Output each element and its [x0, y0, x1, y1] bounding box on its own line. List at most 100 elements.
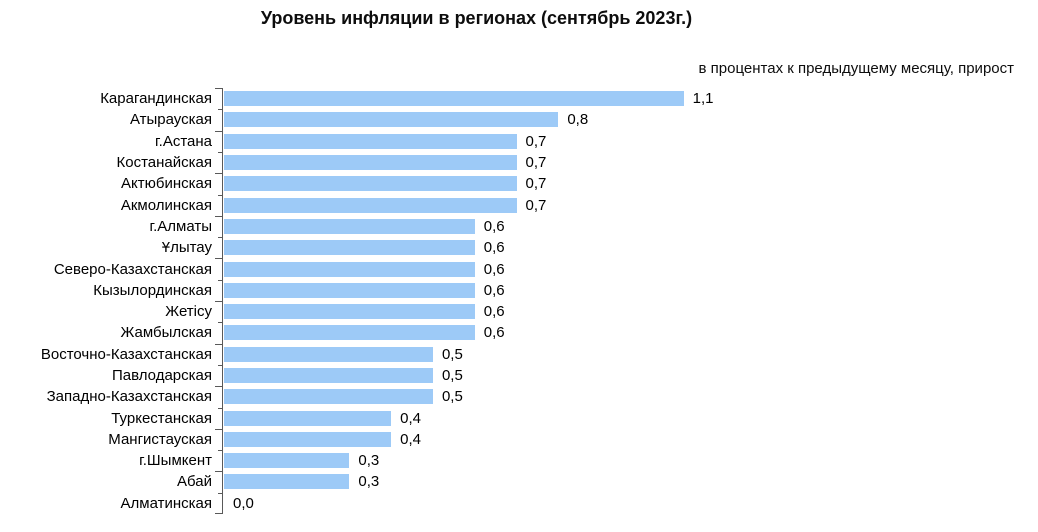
chart-title: Уровень инфляции в регионах (сентябрь 20…	[260, 8, 693, 28]
value-label: 0,5	[441, 367, 463, 384]
bar	[224, 368, 433, 383]
bar	[224, 176, 517, 192]
axis-tick	[215, 429, 222, 430]
bar-rows: Карагандинская 1,1 Атырауская 0,8 г.Астана 0,…	[0, 88, 1038, 514]
axis-tick	[218, 408, 222, 409]
category-label: Восточно-Казахстанская	[40, 345, 212, 363]
bar	[224, 197, 517, 213]
bar-row: Павлодарская 0,5	[0, 365, 1038, 386]
axis-tick	[215, 471, 222, 472]
bar-row: Актюбинская 0,7	[0, 173, 1038, 194]
plot-area: Карагандинская 1,1 Атырауская 0,8 г.Астана 0,…	[0, 88, 1038, 514]
value-label: 0,3	[358, 452, 380, 470]
category-label: Актюбинская	[121, 175, 212, 193]
bar-row: Атырауская 0,8	[0, 109, 1038, 130]
value-label: 0,6	[483, 324, 505, 342]
bar-row: Карагандинская 1,1	[0, 88, 1038, 109]
category-label: Туркестанская	[111, 409, 212, 427]
value-label: 0,7	[525, 175, 547, 193]
bar-row: Костанайская 0,7	[0, 152, 1038, 173]
bar-row: Мангистауская 0,4	[0, 429, 1038, 450]
bar	[224, 91, 684, 107]
axis-tick	[218, 365, 222, 366]
category-label: Абай	[177, 473, 212, 491]
category-label: Жамбылская	[120, 324, 213, 342]
chart-subtitle: в процентах к предыдущему месяцу, прирос…	[698, 60, 1014, 77]
value-label: 0,4	[400, 430, 422, 448]
value-label: 0,3	[358, 473, 380, 491]
axis-tick	[218, 280, 222, 281]
axis-tick	[215, 301, 222, 302]
axis-tick	[218, 450, 222, 451]
value-label: 0,6	[483, 217, 505, 235]
axis-tick	[215, 131, 222, 132]
bar-row: Жамбылская 0,6	[0, 322, 1038, 343]
axis-tick	[215, 386, 222, 387]
axis-tick	[215, 344, 222, 345]
axis-tick	[218, 493, 222, 494]
bar	[224, 261, 475, 277]
category-label: Северо-Казахстанская	[53, 260, 212, 278]
bar	[224, 240, 475, 256]
value-label: 0,6	[483, 239, 505, 257]
axis-tick	[215, 513, 222, 514]
axis-tick	[218, 322, 222, 323]
bar	[224, 218, 475, 234]
bar-row: Акмолинская 0,7	[0, 194, 1038, 215]
category-label: Атырауская	[129, 111, 212, 129]
value-label: 0,0	[233, 494, 254, 512]
bar-row: Западно-Казахстанская 0,5	[0, 386, 1038, 407]
bar-row: Восточно-Казахстанская 0,5	[0, 344, 1038, 365]
value-label: 1,1	[692, 90, 714, 108]
bar-row: Жетісу 0,6	[0, 301, 1038, 322]
bar-row: Абай 0,3	[0, 471, 1038, 492]
value-label: 0,5	[441, 345, 463, 363]
axis-tick	[218, 237, 222, 238]
bar-row: Северо-Казахстанская 0,6	[0, 258, 1038, 279]
bar	[224, 325, 475, 341]
bar-row: Кызылординская 0,6	[0, 280, 1038, 301]
category-label: г.Шымкент	[139, 452, 212, 470]
category-label: Костанайская	[116, 154, 213, 172]
category-label: Мангистауская	[108, 430, 212, 448]
category-axis-line	[222, 88, 223, 514]
category-label: Акмолинская	[120, 196, 212, 214]
category-label: Западно-Казахстанская	[46, 388, 212, 406]
bar-row: г.Алматы 0,6	[0, 216, 1038, 237]
bar	[224, 389, 433, 405]
bar	[224, 304, 475, 320]
bar-row: Алматинская 0,0	[0, 493, 1038, 514]
value-label: 0,7	[525, 196, 547, 214]
axis-tick	[215, 216, 222, 217]
axis-tick	[215, 173, 222, 174]
category-label: Карагандинская	[100, 90, 212, 108]
value-label: 0,4	[400, 409, 422, 427]
bar	[224, 410, 392, 426]
value-label: 0,6	[483, 260, 505, 278]
bar	[224, 453, 350, 469]
category-label: Алматинская	[120, 494, 212, 512]
axis-tick	[215, 88, 222, 89]
bar-row: г.Шымкент 0,3	[0, 450, 1038, 471]
bar	[224, 133, 517, 149]
bar	[224, 282, 475, 298]
value-label: 0,7	[525, 154, 547, 172]
bar-row: Туркестанская 0,4	[0, 407, 1038, 428]
category-label: г.Астана	[155, 132, 212, 150]
category-label: г.Алматы	[149, 217, 212, 235]
bar-row: Ұлытау 0,6	[0, 237, 1038, 258]
category-label: Жетісу	[165, 303, 212, 321]
category-label: Кызылординская	[93, 281, 212, 299]
bar	[224, 112, 559, 128]
bar-row: г.Астана 0,7	[0, 131, 1038, 152]
value-label: 0,6	[483, 281, 505, 299]
axis-tick	[215, 258, 222, 259]
value-label: 0,8	[567, 111, 589, 129]
bar	[224, 346, 433, 362]
axis-tick	[218, 109, 222, 110]
value-label: 0,7	[525, 132, 547, 150]
bar	[224, 155, 517, 171]
category-label: Павлодарская	[112, 367, 212, 384]
bar	[224, 431, 392, 447]
